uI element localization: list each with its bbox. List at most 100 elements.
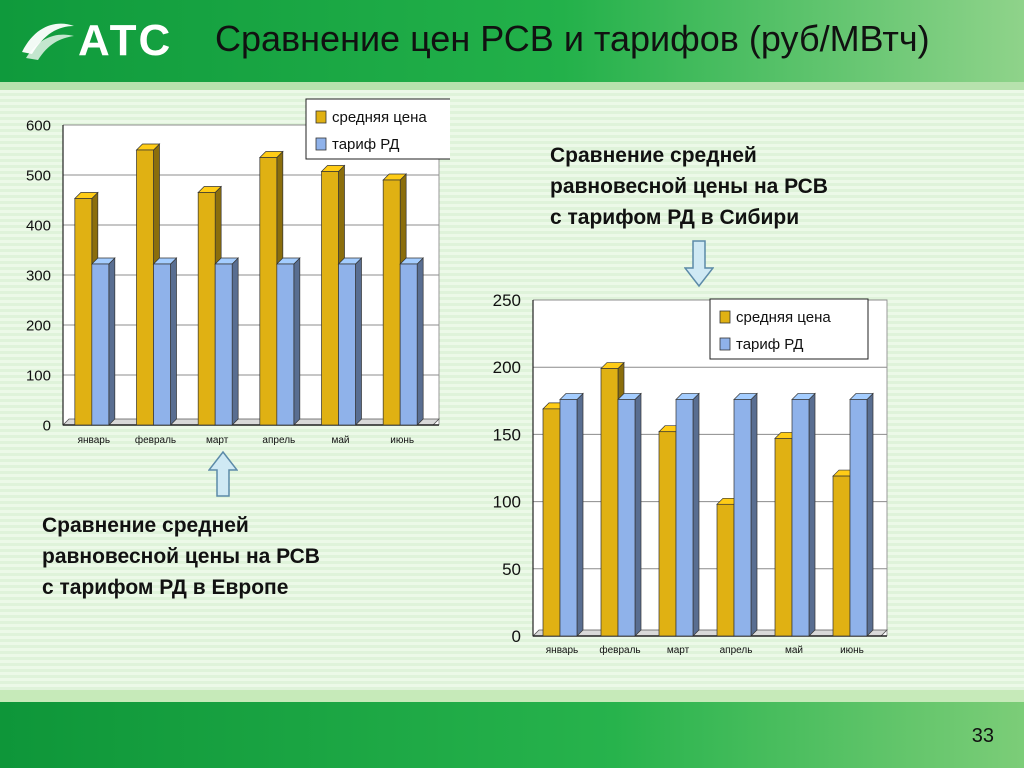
bar-0-s1-c2 (214, 257, 240, 426)
x-tick-label: апрель (720, 645, 753, 656)
header-bar: АТС Сравнение цен РСВ и тарифов (руб/МВт… (0, 0, 1024, 82)
bar-side (808, 392, 816, 637)
bar-front (774, 438, 793, 637)
caption-europe: Сравнение средней равновесной цены на РС… (42, 510, 320, 603)
legend-swatch (719, 337, 731, 351)
legend-label: тариф РД (332, 136, 399, 153)
bar-side (231, 257, 239, 426)
bar-side (355, 257, 362, 426)
bar-1-s1-c0 (559, 392, 584, 637)
x-tick-label: апрель (262, 435, 295, 446)
legend-box (305, 98, 450, 160)
legend-swatch (315, 137, 327, 151)
bar-front (716, 503, 735, 637)
bar-front (542, 408, 561, 637)
x-tick-label: май (331, 435, 349, 446)
bar-front (675, 399, 694, 637)
y-tick-label: 400 (26, 217, 51, 234)
bar-front (849, 399, 868, 637)
x-tick-label: май (785, 645, 803, 656)
legend: средняя цена тариф РД (305, 98, 450, 160)
bar-front (74, 198, 93, 426)
caption-siberia-line-1: Сравнение средней (550, 144, 757, 167)
caption-siberia-line-3: с тарифом РД в Сибири (550, 206, 800, 229)
logo-text: АТС (78, 16, 173, 65)
x-tick-label: февраль (599, 644, 640, 656)
bar-0-s1-c3 (275, 257, 301, 426)
y-tick-label: 500 (26, 167, 51, 184)
caption-siberia: Сравнение средней равновесной цены на РС… (550, 140, 828, 233)
legend-box (709, 298, 869, 360)
legend-label: средняя цена (332, 109, 427, 126)
caption-europe-line-3: с тарифом РД в Европе (42, 576, 289, 599)
bar-front (197, 192, 216, 426)
y-tick-label: 600 (26, 117, 51, 134)
caption-siberia-line-2: равновесной цены на РСВ (550, 175, 828, 198)
chart-europe: 0 100 200 300 400 500 600 январь февраль март апре… (26, 98, 450, 446)
y-tick-label: 50 (502, 560, 521, 579)
legend-label: средняя цена (736, 309, 831, 326)
x-tick-label: март (206, 435, 229, 446)
x-tick-label: июнь (390, 435, 414, 446)
bar-front (733, 399, 752, 637)
bar-side (108, 257, 116, 426)
y-tick-label: 100 (26, 367, 51, 384)
legend-swatch (719, 310, 731, 324)
legend: средняя цена тариф РД (709, 298, 869, 360)
y-tick-label: 250 (493, 291, 521, 310)
footer-bar (0, 690, 1024, 768)
bar-front (559, 399, 578, 637)
bar-front (338, 263, 356, 426)
y-tick-label: 0 (512, 627, 521, 646)
bar-front (832, 475, 851, 637)
x-tick-label: январь (78, 435, 110, 446)
bar-side (170, 257, 177, 426)
bar-front (136, 149, 154, 426)
bar-1-s1-c1 (617, 392, 642, 637)
x-tick-label: июнь (840, 645, 864, 656)
bar-0-s1-c0 (90, 257, 116, 426)
bar-side (293, 257, 301, 426)
bar-0-s1-c4 (337, 257, 363, 426)
y-tick-label: 300 (26, 267, 51, 284)
bar-side (576, 392, 584, 637)
header-divider (0, 82, 1024, 90)
legend-swatch (315, 110, 327, 124)
caption-europe-line-1: Сравнение средней (42, 514, 249, 537)
chart-siberia: 0 50 100 150 200 250 январь февраль март апрель ма… (493, 291, 888, 656)
bar-side (750, 392, 758, 637)
x-tick-label: январь (546, 645, 578, 656)
y-tick-label: 200 (26, 317, 51, 334)
bar-front (153, 263, 171, 426)
bar-front (91, 263, 110, 426)
bar-front (382, 179, 401, 426)
logo-swoosh-icon (22, 23, 74, 60)
y-tick-label: 0 (43, 417, 51, 434)
bar-front (321, 171, 339, 426)
bar-1-s1-c4 (791, 392, 816, 637)
x-axis-floor (62, 418, 440, 426)
legend-label: тариф РД (736, 336, 803, 353)
bar-side (634, 392, 642, 637)
bar-front (600, 368, 619, 637)
bar-front (214, 263, 233, 426)
bar-1-s1-c3 (733, 392, 758, 637)
page-number: 33 (971, 725, 994, 747)
bar-front (617, 399, 636, 637)
bar-front (399, 263, 418, 426)
bar-front (276, 263, 295, 426)
y-tick-label: 150 (493, 425, 521, 444)
bar-side (866, 392, 874, 637)
caption-europe-line-2: равновесной цены на РСВ (42, 545, 320, 568)
page-title: Сравнение цен РСВ и тарифов (руб/МВтч) (215, 18, 930, 59)
bar-side (416, 257, 424, 426)
x-tick-label: март (667, 645, 690, 656)
y-tick-label: 100 (493, 493, 521, 512)
y-tick-label: 200 (493, 358, 521, 377)
atc-logo-icon: АТС (18, 14, 188, 65)
bar-front (791, 399, 810, 637)
arrow-down-icon (684, 240, 714, 288)
bar-1-s1-c5 (849, 392, 874, 637)
bar-front (658, 431, 677, 637)
bar-0-s1-c5 (399, 257, 425, 426)
